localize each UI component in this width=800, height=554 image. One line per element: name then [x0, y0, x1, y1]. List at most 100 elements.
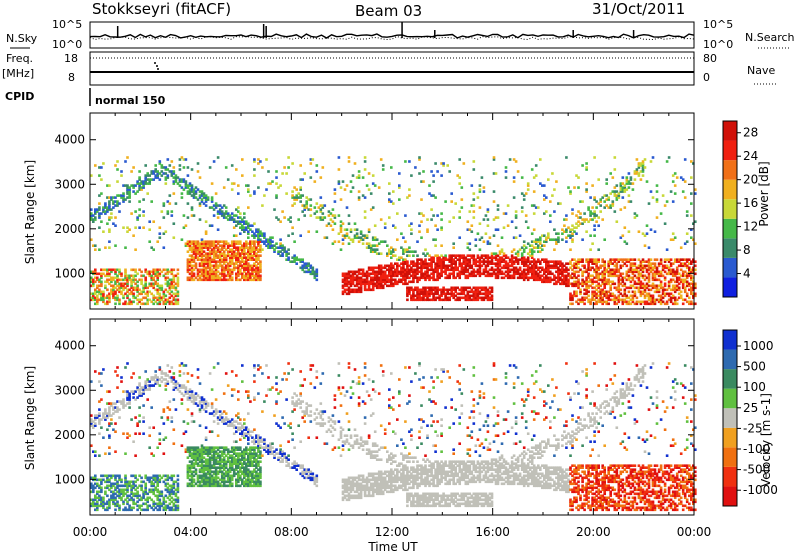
heatmap-cell	[128, 506, 131, 510]
heatmap-cell	[164, 300, 168, 304]
heatmap-cell	[438, 296, 441, 300]
heatmap-cell	[522, 274, 526, 278]
heatmap-cell	[484, 268, 488, 272]
heatmap-cell	[98, 174, 101, 177]
heatmap-cell	[629, 266, 633, 270]
heatmap-cell	[152, 302, 156, 306]
heatmap-cell	[569, 248, 572, 251]
heatmap-cell	[365, 270, 369, 274]
heatmap-cell	[641, 266, 645, 270]
heatmap-cell	[575, 292, 578, 296]
heatmap-cell	[130, 376, 133, 379]
heatmap-cell	[688, 288, 691, 292]
heatmap-cell	[116, 400, 119, 403]
heatmap-cell	[587, 258, 590, 261]
heatmap-cell	[230, 218, 234, 221]
heatmap-cell	[692, 302, 695, 306]
heatmap-cell	[607, 302, 611, 306]
heatmap-cell	[444, 200, 447, 203]
heatmap-cell	[653, 298, 657, 302]
heatmap-cell	[118, 506, 121, 510]
heatmap-cell	[526, 258, 530, 261]
heatmap-cell	[315, 278, 319, 282]
heatmap-cell	[349, 238, 353, 241]
heatmap-cell	[458, 254, 462, 257]
heatmap-cell	[198, 190, 202, 193]
heatmap-cell	[220, 212, 224, 215]
heatmap-cell	[681, 274, 685, 278]
heatmap-cell	[466, 298, 470, 302]
heatmap-cell	[603, 260, 607, 263]
heatmap-cell	[118, 210, 121, 213]
heatmap-cell	[673, 284, 677, 288]
heatmap-cell	[353, 228, 357, 231]
heatmap-cell	[226, 214, 230, 217]
heatmap-cell	[192, 192, 196, 195]
heatmap-cell	[126, 184, 129, 187]
heatmap-cell	[347, 276, 351, 280]
heatmap-cell	[402, 236, 405, 239]
heatmap-cell	[464, 298, 468, 302]
heatmap-cell	[404, 280, 407, 284]
heatmap-cell	[528, 260, 532, 263]
heatmap-cell	[118, 290, 121, 294]
heatmap-cell	[359, 288, 363, 292]
heatmap-cell	[104, 302, 107, 306]
heatmap-cell	[106, 414, 109, 417]
heatmap-cell	[627, 200, 631, 203]
heatmap-cell	[637, 174, 641, 177]
heatmap-cell	[494, 252, 498, 255]
heatmap-cell	[343, 290, 347, 294]
heatmap-cell	[249, 254, 252, 257]
heatmap-cell	[132, 186, 135, 189]
heatmap-cell	[420, 292, 423, 296]
heatmap-cell	[160, 164, 164, 167]
heatmap-cell	[92, 490, 95, 494]
heatmap-cell	[406, 254, 409, 257]
heatmap-cell	[375, 248, 379, 251]
heatmap-cell	[434, 268, 437, 272]
heatmap-cell	[230, 252, 234, 255]
heatmap-cell	[599, 296, 603, 300]
heatmap-cell	[367, 172, 371, 175]
heatmap-cell	[681, 270, 685, 274]
heatmap-cell	[436, 228, 439, 231]
heatmap-cell	[120, 492, 123, 496]
heatmap-cell	[653, 286, 657, 290]
heatmap-cell	[108, 278, 111, 282]
heatmap-cell	[367, 272, 371, 276]
heatmap-cell	[140, 274, 143, 278]
heatmap-cell	[259, 268, 262, 272]
heatmap-cell	[575, 282, 578, 286]
heatmap-cell	[150, 172, 154, 175]
heatmap-cell	[450, 256, 454, 259]
heatmap-cell	[458, 296, 462, 300]
heatmap-cell	[249, 242, 252, 245]
heatmap-cell	[472, 210, 476, 213]
heatmap-cell	[412, 280, 415, 284]
heatmap-cell	[303, 172, 307, 175]
heatmap-cell	[677, 292, 681, 296]
heatmap-cell	[343, 274, 347, 278]
heatmap-cell	[222, 260, 226, 263]
heatmap-cell	[442, 262, 445, 265]
heatmap-cell	[615, 258, 619, 261]
heatmap-cell	[126, 486, 129, 490]
heatmap-cell	[683, 274, 687, 278]
heatmap-cell	[140, 302, 143, 306]
heatmap-cell	[671, 268, 675, 272]
heatmap-cell	[92, 270, 95, 274]
heatmap-cell	[275, 216, 278, 219]
heatmap-cell	[605, 290, 609, 294]
heatmap-cell	[472, 286, 476, 290]
heatmap-cell	[124, 498, 127, 502]
heatmap-cell	[454, 268, 458, 272]
heatmap-cell	[130, 508, 133, 512]
heatmap-cell	[661, 290, 665, 294]
heatmap-cell	[653, 290, 657, 294]
heatmap-cell	[192, 246, 196, 249]
heatmap-cell	[226, 274, 230, 278]
heatmap-cell	[381, 168, 385, 171]
heatmap-cell	[418, 276, 421, 280]
heatmap-cell	[426, 290, 429, 294]
